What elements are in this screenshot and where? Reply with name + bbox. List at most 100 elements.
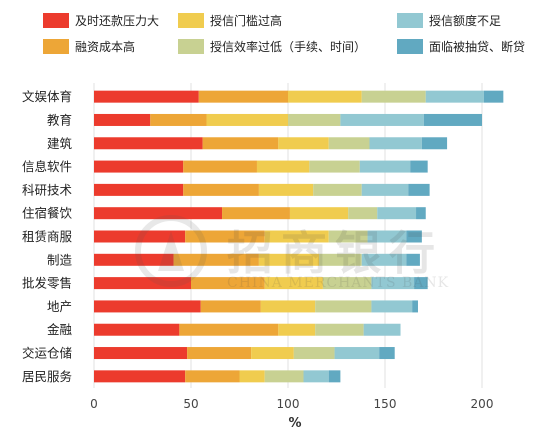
category-label: 教育 [47, 112, 72, 127]
bar-1-series-2 [206, 113, 288, 126]
bar-4-series-4 [361, 183, 409, 196]
category-label: 居民服务 [22, 369, 72, 384]
bar-9-series-4 [371, 300, 413, 313]
bar-8-series-2 [264, 277, 323, 290]
bar-10-series-0 [94, 323, 180, 336]
legend-label-threshold: 授信门槛过高 [210, 14, 283, 28]
bar-7-series-3 [319, 253, 362, 266]
bar-8-series-3 [322, 277, 372, 290]
bar-10-series-4 [363, 323, 401, 336]
bar-12-series-1 [185, 370, 240, 383]
legend-swatch-efficiency [178, 39, 204, 54]
x-tick-label: 100 [277, 397, 300, 411]
legend-label-repayment: 及时还款压力大 [75, 14, 160, 28]
category-label: 建筑 [47, 136, 73, 151]
bar-2-series-4 [369, 137, 422, 150]
bar-0-series-0 [94, 90, 199, 103]
bar-6-series-0 [94, 230, 186, 243]
bar-7-series-1 [173, 253, 259, 266]
category-label: 科研技术 [22, 182, 73, 197]
bar-9-series-5 [412, 300, 418, 313]
bar-10-series-1 [179, 323, 279, 336]
legend-label-limit: 授信额度不足 [429, 14, 502, 28]
legend-item-repayment: 及时还款压力大 [43, 12, 159, 29]
legend-label-withdrawal: 面临被抽贷、断贷 [429, 40, 526, 54]
bar-12-series-4 [303, 370, 329, 383]
bar-5-series-4 [377, 207, 417, 220]
bar-4-series-3 [313, 183, 362, 196]
legend-swatch-threshold [178, 13, 204, 28]
bar-9-series-1 [200, 300, 261, 313]
bar-3-series-0 [94, 160, 184, 173]
x-tick-label: 0 [90, 397, 98, 411]
category-label: 地产 [47, 299, 72, 314]
bar-0-series-2 [288, 90, 362, 103]
bar-5-series-1 [222, 207, 290, 220]
category-label: 交运仓储 [22, 346, 72, 361]
bar-11-series-4 [334, 347, 380, 360]
x-tick-label: 50 [183, 397, 198, 411]
legend-swatch-repayment [43, 13, 69, 28]
legend-item-efficiency: 授信效率过低（手续、时间） [178, 38, 366, 55]
bar-1-series-5 [423, 113, 482, 126]
bar-3-series-5 [410, 160, 428, 173]
bar-12-series-2 [239, 370, 265, 383]
bar-12-series-3 [264, 370, 304, 383]
bar-8-series-1 [191, 277, 265, 290]
bar-11-series-5 [379, 347, 395, 360]
bar-2-series-5 [421, 137, 448, 150]
bar-6-series-1 [185, 230, 265, 243]
bar-8-series-0 [94, 277, 191, 290]
bar-6-series-5 [406, 230, 422, 243]
x-axis-label: % [288, 416, 301, 431]
bar-6-series-4 [367, 230, 407, 243]
category-label: 金融 [47, 322, 73, 337]
bar-5-series-5 [416, 207, 426, 220]
bar-6-series-2 [264, 230, 329, 243]
bar-11-series-1 [187, 347, 252, 360]
legend-swatch-limit [397, 13, 423, 28]
bar-10-series-2 [278, 323, 316, 336]
bar-6-series-3 [328, 230, 368, 243]
legend-swatch-cost [43, 39, 69, 54]
category-label: 文娱体育 [22, 89, 72, 104]
bar-11-series-2 [251, 347, 294, 360]
bar-5-series-2 [289, 207, 349, 220]
bar-2-series-2 [278, 137, 329, 150]
x-tick-labels: 0 50 100 150 200 [90, 397, 493, 411]
bar-1-series-4 [340, 113, 424, 126]
category-label: 租赁商服 [22, 229, 73, 244]
bar-1-series-3 [288, 113, 341, 126]
category-label: 制造 [47, 252, 73, 267]
bar-10-series-3 [315, 323, 364, 336]
bar-9-series-2 [260, 300, 316, 313]
bar-8-series-5 [414, 277, 428, 290]
x-tick-label: 150 [374, 397, 397, 411]
bar-7-series-5 [406, 253, 420, 266]
bar-7-series-0 [94, 253, 174, 266]
bar-8-series-4 [371, 277, 415, 290]
bar-1-series-0 [94, 113, 151, 126]
bar-9-series-0 [94, 300, 201, 313]
bar-7-series-4 [361, 253, 407, 266]
category-label: 信息软件 [22, 159, 72, 174]
category-label: 批发零售 [22, 276, 72, 291]
legend-item-threshold: 授信门槛过高 [178, 12, 282, 29]
legend-item-limit: 授信额度不足 [397, 12, 501, 29]
bar-2-series-0 [94, 137, 203, 150]
legend-label-cost: 融资成本高 [75, 40, 136, 54]
bar-2-series-1 [202, 137, 279, 150]
bar-3-series-1 [183, 160, 257, 173]
bar-0-series-1 [198, 90, 288, 103]
x-tick-label: 200 [471, 397, 494, 411]
category-labels: 文娱体育教育建筑信息软件科研技术住宿餐饮租赁商服制造批发零售地产金融交运仓储居民… [22, 89, 73, 384]
bar-12-series-5 [328, 370, 341, 383]
bar-4-series-1 [183, 183, 259, 196]
bar-4-series-2 [258, 183, 314, 196]
legend-item-cost: 融资成本高 [43, 38, 135, 55]
bar-12-series-0 [94, 370, 186, 383]
bar-5-series-3 [348, 207, 378, 220]
bar-3-series-3 [309, 160, 360, 173]
category-label: 住宿餐饮 [22, 206, 73, 221]
